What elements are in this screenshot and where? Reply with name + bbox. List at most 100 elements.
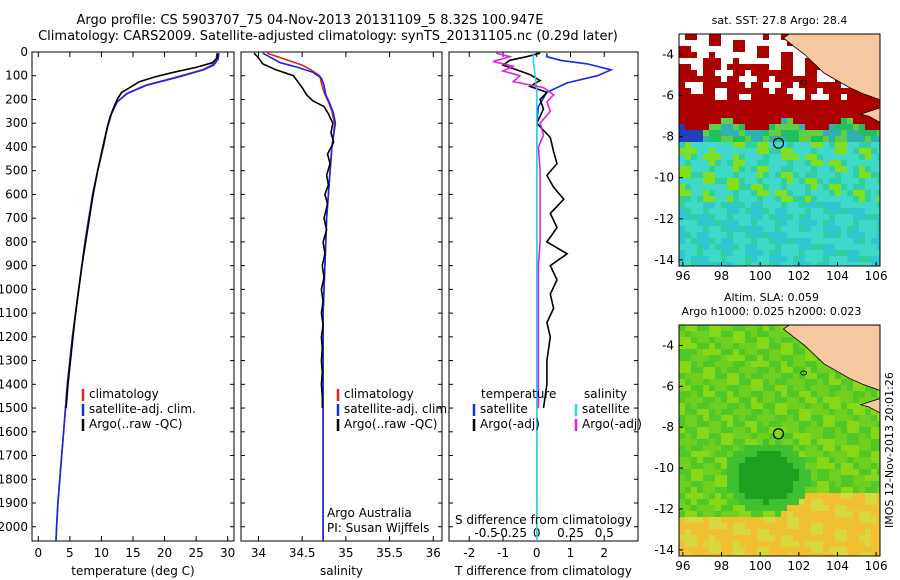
sla_map-cell (799, 529, 805, 535)
sla_map-cell (679, 511, 685, 517)
sst_map-cell (733, 208, 739, 214)
sla_map-cell (715, 361, 721, 367)
sst_map-cell (721, 70, 727, 76)
sla_map-cell (679, 469, 685, 475)
sst_map-cell (697, 106, 703, 112)
sst_map-cell (877, 178, 880, 184)
sst_map-cell (727, 148, 733, 154)
sla_map-cell (841, 553, 847, 556)
sla_map-cell (775, 553, 781, 556)
sst_map-cell (841, 82, 847, 88)
sst_map-cell (751, 64, 757, 70)
sst_map-cell (793, 214, 799, 220)
temperature-ytick-label: 0 (20, 45, 28, 59)
sst_map-cell (817, 106, 823, 112)
sst_map-cell (835, 244, 841, 250)
sst_map-cell (727, 52, 733, 58)
sla_map-cell (865, 481, 871, 487)
sla_map-cell (769, 493, 775, 499)
sla_map-cell (805, 517, 811, 523)
sla_map-cell (733, 445, 739, 451)
sla_map-cell (757, 523, 763, 529)
sst_map-cell (703, 190, 709, 196)
sst_map-cell (727, 58, 733, 64)
sla_map-cell (739, 433, 745, 439)
sla_map-cell (703, 475, 709, 481)
sst_map-cell (775, 160, 781, 166)
sst_map-cell (865, 238, 871, 244)
sst_map-cell (739, 166, 745, 172)
sst_map-cell (859, 160, 865, 166)
sst_map-cell (847, 208, 853, 214)
sla_map-cell (835, 475, 841, 481)
sst_map-cell (877, 166, 880, 172)
sst_map-cell (691, 172, 697, 178)
sla_map-cell (703, 337, 709, 343)
sst_map-cell (805, 202, 811, 208)
sla_map-cell (793, 403, 799, 409)
sla_map-cell (787, 397, 793, 403)
sst_map-cell (805, 160, 811, 166)
sla_map-ytick-label: -8 (662, 420, 674, 434)
sst_map-cell (763, 208, 769, 214)
sst_map-cell (697, 76, 703, 82)
sst_map-cell (799, 202, 805, 208)
sla_map-cell (733, 415, 739, 421)
sla_map-cell (811, 517, 817, 523)
sla_map-cell (853, 379, 859, 385)
sst_map-cell (685, 40, 691, 46)
sla_map-cell (745, 361, 751, 367)
sst_map-cell (865, 100, 871, 106)
sst_map-cell (775, 106, 781, 112)
sla_map-cell (691, 415, 697, 421)
sst_map-cell (859, 250, 865, 256)
sst_map-cell (769, 148, 775, 154)
sst_map-cell (715, 100, 721, 106)
sla_map-cell (823, 427, 829, 433)
sst_map-cell (709, 142, 715, 148)
sla_map-cell (811, 409, 817, 415)
sla_map-cell (757, 463, 763, 469)
sst_map-cell (733, 34, 739, 40)
sla_map-cell (697, 349, 703, 355)
sla_map-cell (751, 361, 757, 367)
sla_map-cell (763, 535, 769, 541)
sst_map-cell (739, 220, 745, 226)
salinity-legend-entry: satellite-adj. clim. (344, 402, 451, 416)
sst_map-cell (745, 244, 751, 250)
temperature-ytick-label: 1800 (0, 472, 28, 486)
sla_map-cell (829, 553, 835, 556)
difference-xtick-top-label: -0.25 (496, 526, 527, 540)
sst_map-cell (841, 94, 847, 100)
sst_map-cell (745, 232, 751, 238)
difference-xtick-label: -2 (463, 546, 475, 560)
sst_map-cell (733, 130, 739, 136)
sla_map-cell (751, 511, 757, 517)
sst_map-cell (775, 88, 781, 94)
sla_map-cell (733, 379, 739, 385)
sla_map-cell (877, 511, 880, 517)
sla_map-cell (799, 415, 805, 421)
sla_map-cell (817, 547, 823, 553)
sla_map-cell (871, 463, 877, 469)
sla_map-cell (757, 379, 763, 385)
sla_map-cell (799, 379, 805, 385)
sla_map-cell (871, 469, 877, 475)
sst_map-cell (847, 214, 853, 220)
sst_map-cell (769, 40, 775, 46)
sst_map-cell (709, 262, 715, 266)
sla_map-cell (853, 481, 859, 487)
sla_map-cell (721, 481, 727, 487)
sst_map-cell (859, 238, 865, 244)
sst_map-cell (781, 34, 787, 40)
sla_map-cell (679, 361, 685, 367)
sst_map-cell (829, 172, 835, 178)
sla_map-cell (739, 451, 745, 457)
sla_map-cell (823, 493, 829, 499)
sla_map-cell (691, 493, 697, 499)
sla_map-cell (775, 415, 781, 421)
sst_map-cell (781, 100, 787, 106)
sla_map-cell (781, 337, 787, 343)
sla_map-cell (823, 391, 829, 397)
sst_map-cell (859, 196, 865, 202)
